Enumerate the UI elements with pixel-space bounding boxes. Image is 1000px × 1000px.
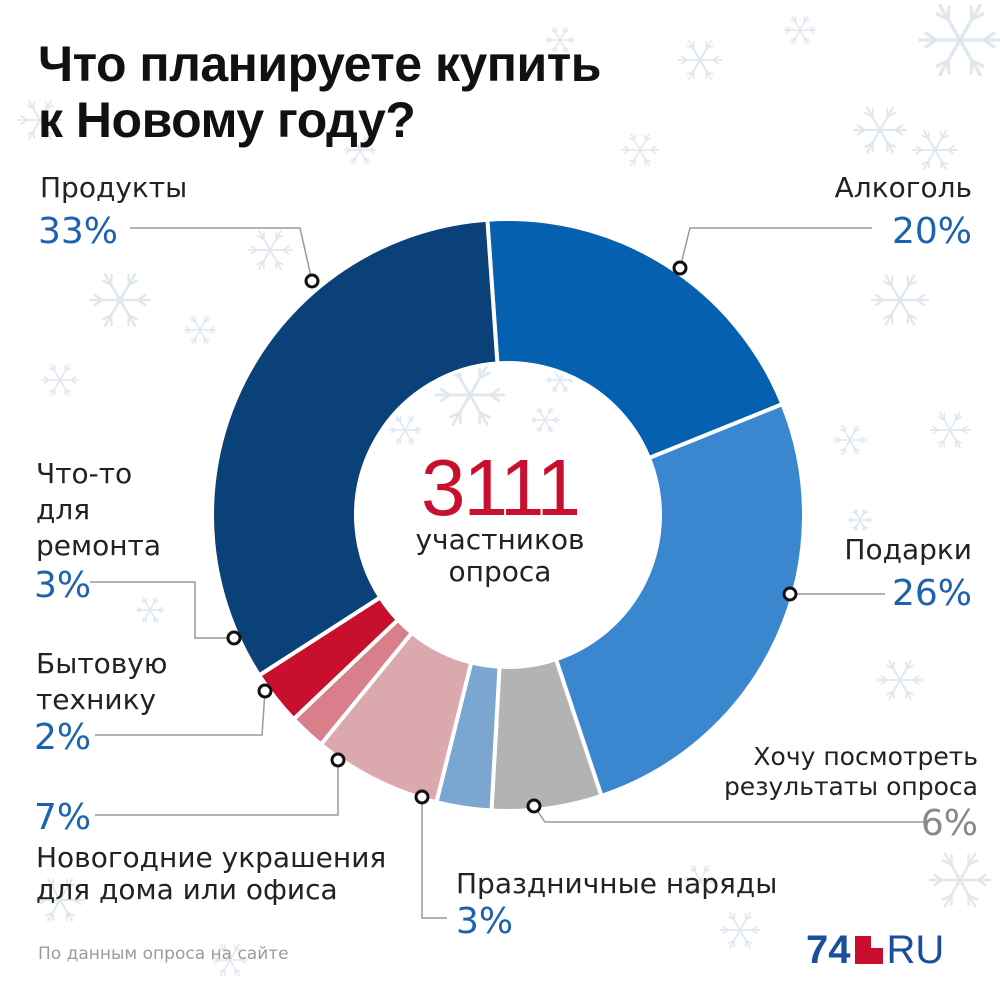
pct-repair: 3% [34, 565, 92, 606]
snowflake-icon [247, 230, 293, 270]
snowflake-icon [870, 274, 930, 326]
leader-line-outfits [421, 797, 447, 919]
participants-caption-line1: участников [415, 523, 585, 556]
label-results-line2: результаты опроса [723, 772, 978, 801]
label-repair-line3: ремонта [36, 529, 162, 562]
snowflake-icon [183, 315, 217, 345]
pct-outfits: 3% [456, 901, 514, 942]
logo-number: 74 [806, 928, 851, 972]
label-gifts: Подарки [844, 533, 972, 566]
snowflake-icon [621, 133, 659, 167]
label-repair-line2: для [36, 493, 91, 526]
leader-dot-repair [226, 630, 242, 646]
leader-line-alcohol [679, 227, 872, 269]
snowflake-icon [918, 3, 1000, 77]
leader-dot-food [304, 273, 320, 289]
snowflake-icon [343, 135, 377, 165]
participants-count: 3111 [420, 443, 581, 532]
label-outfits: Праздничные наряды [456, 867, 778, 900]
label-results-line1: Хочу посмотреть [753, 742, 978, 771]
snowflake-icon [530, 407, 560, 433]
pct-alcohol: 20% [891, 211, 972, 252]
leader-dot-alcohol [672, 260, 688, 276]
donut-slice-alcohol [485, 217, 786, 461]
donut-slice-gifts [553, 401, 806, 799]
chart-title: Что планируете купить к Новому году? [38, 36, 601, 148]
leader-line-repair [90, 581, 234, 639]
title-line-2: к Новому году? [38, 92, 416, 148]
donut-slice-food [210, 217, 500, 679]
label-decor-line2: для дома или офиса [36, 873, 338, 906]
leader-line-food [130, 227, 313, 282]
leader-dot-decor [330, 752, 346, 768]
leader-dot-gifts [782, 586, 798, 602]
snowflake-icon [388, 415, 422, 445]
snowflake-icon [211, 943, 249, 977]
snowflake-icon [88, 272, 152, 328]
leader-dot-results [526, 798, 542, 814]
participants-caption: участников опроса [380, 524, 620, 588]
snowflake-icon [783, 15, 817, 45]
logo-square-icon [854, 936, 883, 964]
snowflake-icon [135, 597, 165, 623]
participants-caption-line2: опроса [448, 555, 552, 588]
source-footnote: По данным опроса на сайте [38, 944, 289, 964]
pct-food: 33% [38, 211, 119, 252]
snowflake-icon [434, 364, 506, 426]
snowflake-icon [833, 425, 867, 455]
leader-dot-appliances [257, 683, 273, 699]
label-repair-line1: Что-то [36, 457, 133, 490]
snowflake-icon [35, 878, 85, 922]
pct-gifts: 26% [891, 573, 972, 614]
snowflake-icon [719, 911, 761, 949]
snowflake-icon [677, 40, 723, 80]
label-decor-line1: Новогодние украшения [36, 841, 387, 874]
logo-ru: RU [886, 928, 945, 972]
label-appliances-line2: технику [36, 683, 157, 716]
snowflake-icon [683, 865, 717, 895]
snowflake-icon [928, 852, 992, 908]
leader-line-results [533, 805, 925, 823]
label-appliances-line1: Бытовую [36, 647, 168, 680]
pct-decor: 7% [34, 797, 92, 838]
snowflake-icon [852, 106, 908, 154]
leader-dot-outfits [414, 789, 430, 805]
site-logo[interactable]: 74 RU [806, 930, 944, 970]
label-alcohol: Алкоголь [834, 171, 972, 204]
title-line-1: Что планируете купить [38, 36, 601, 92]
label-food: Продукты [40, 171, 188, 204]
snowflake-icon [877, 660, 923, 700]
snowflake-icon [545, 27, 575, 53]
pct-appliances: 2% [34, 717, 92, 758]
snowflake-icon [41, 363, 79, 397]
snowflake-icon [17, 100, 63, 140]
snowflake-icon [847, 508, 873, 532]
leader-line-appliances [95, 690, 266, 736]
leader-line-decor [95, 760, 339, 816]
snowflake-icon [929, 411, 971, 449]
pct-results: 6% [920, 803, 978, 844]
snowflake-icon [912, 130, 958, 170]
